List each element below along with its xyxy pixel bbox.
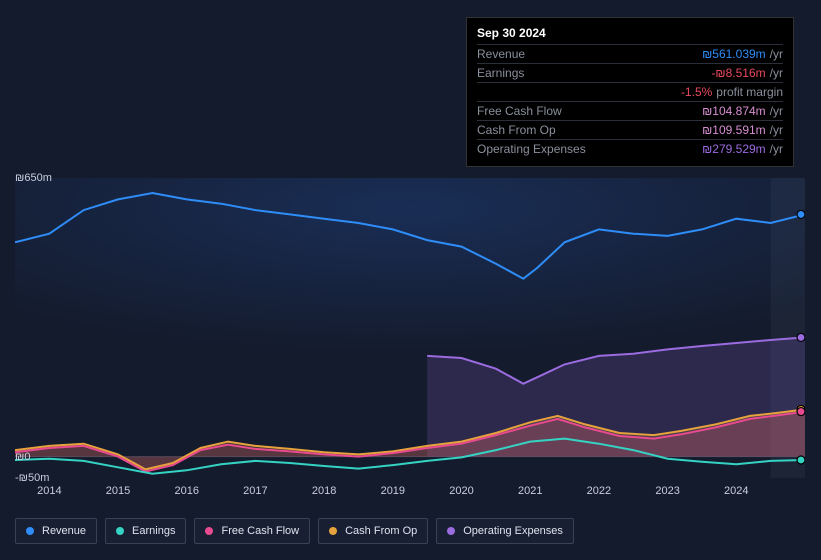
tooltip-suffix: profit margin [716,85,783,99]
tooltip-value: -₪8.516m [711,66,765,80]
tooltip-suffix: /yr [770,66,783,80]
legend-item[interactable]: Earnings [105,518,186,544]
x-axis: 2014 2015 2016 2017 2018 2019 2020 2021 2022 2023… [15,485,805,505]
tooltip-label: Free Cash Flow [477,104,702,118]
x-tick-label: 2019 [381,485,405,497]
financials-chart[interactable]: ₪650m₪0-₪50m [15,178,805,478]
tooltip-row: Earnings-₪8.516m/yr [477,63,783,82]
legend-item[interactable]: Cash From Op [318,518,428,544]
x-tick-label: 2017 [243,485,267,497]
tooltip-row: Revenue₪561.039m/yr [477,44,783,63]
tooltip-value: ₪561.039m [702,47,766,61]
tooltip-date: Sep 30 2024 [477,26,783,44]
x-tick-label: 2023 [655,485,679,497]
tooltip-label [477,85,681,99]
legend-swatch-icon [26,527,34,535]
series-end-marker [797,456,805,464]
x-tick-label: 2018 [312,485,336,497]
series-line [15,193,805,279]
tooltip-label: Earnings [477,66,711,80]
x-tick-label: 2016 [174,485,198,497]
legend-label: Free Cash Flow [221,525,299,537]
x-tick-label: 2022 [587,485,611,497]
x-tick-label: 2024 [724,485,748,497]
legend-label: Cash From Op [345,525,417,537]
legend-swatch-icon [329,527,337,535]
tooltip-value: ₪104.874m [702,104,766,118]
x-tick-label: 2020 [449,485,473,497]
tooltip-label: Cash From Op [477,123,702,137]
tooltip-value: ₪279.529m [702,142,766,156]
series-end-marker [797,408,805,416]
x-tick-label: 2021 [518,485,542,497]
tooltip-label: Operating Expenses [477,142,702,156]
series-end-marker [797,333,805,341]
tooltip-suffix: /yr [770,104,783,118]
y-tick-label: ₪650m [15,172,27,184]
tooltip-rows: Revenue₪561.039m/yrEarnings-₪8.516m/yr-1… [477,44,783,158]
legend-swatch-icon [205,527,213,535]
tooltip-label: Revenue [477,47,702,61]
tooltip-value: ₪109.591m [702,123,766,137]
legend-label: Revenue [42,525,86,537]
legend-swatch-icon [447,527,455,535]
legend-label: Operating Expenses [463,525,563,537]
legend-item[interactable]: Revenue [15,518,97,544]
legend-swatch-icon [116,527,124,535]
tooltip-suffix: /yr [770,142,783,156]
x-tick-label: 2015 [106,485,130,497]
tooltip-suffix: /yr [770,123,783,137]
y-tick-label: -₪50m [15,472,27,484]
chart-svg [15,178,805,478]
legend-item[interactable]: Free Cash Flow [194,518,310,544]
chart-legend: Revenue Earnings Free Cash Flow Cash From O… [15,518,574,544]
tooltip-value: -1.5% [681,85,712,99]
tooltip-row: -1.5% profit margin [477,82,783,101]
legend-label: Earnings [132,525,175,537]
tooltip-suffix: /yr [770,47,783,61]
chart-tooltip: Sep 30 2024 Revenue₪561.039m/yrEarnings-… [466,17,794,167]
tooltip-row: Free Cash Flow₪104.874m/yr [477,101,783,120]
tooltip-row: Operating Expenses₪279.529m/yr [477,139,783,158]
x-tick-label: 2014 [37,485,61,497]
y-tick-label: ₪0 [15,451,27,463]
series-end-marker [797,210,805,218]
legend-item[interactable]: Operating Expenses [436,518,574,544]
tooltip-row: Cash From Op₪109.591m/yr [477,120,783,139]
